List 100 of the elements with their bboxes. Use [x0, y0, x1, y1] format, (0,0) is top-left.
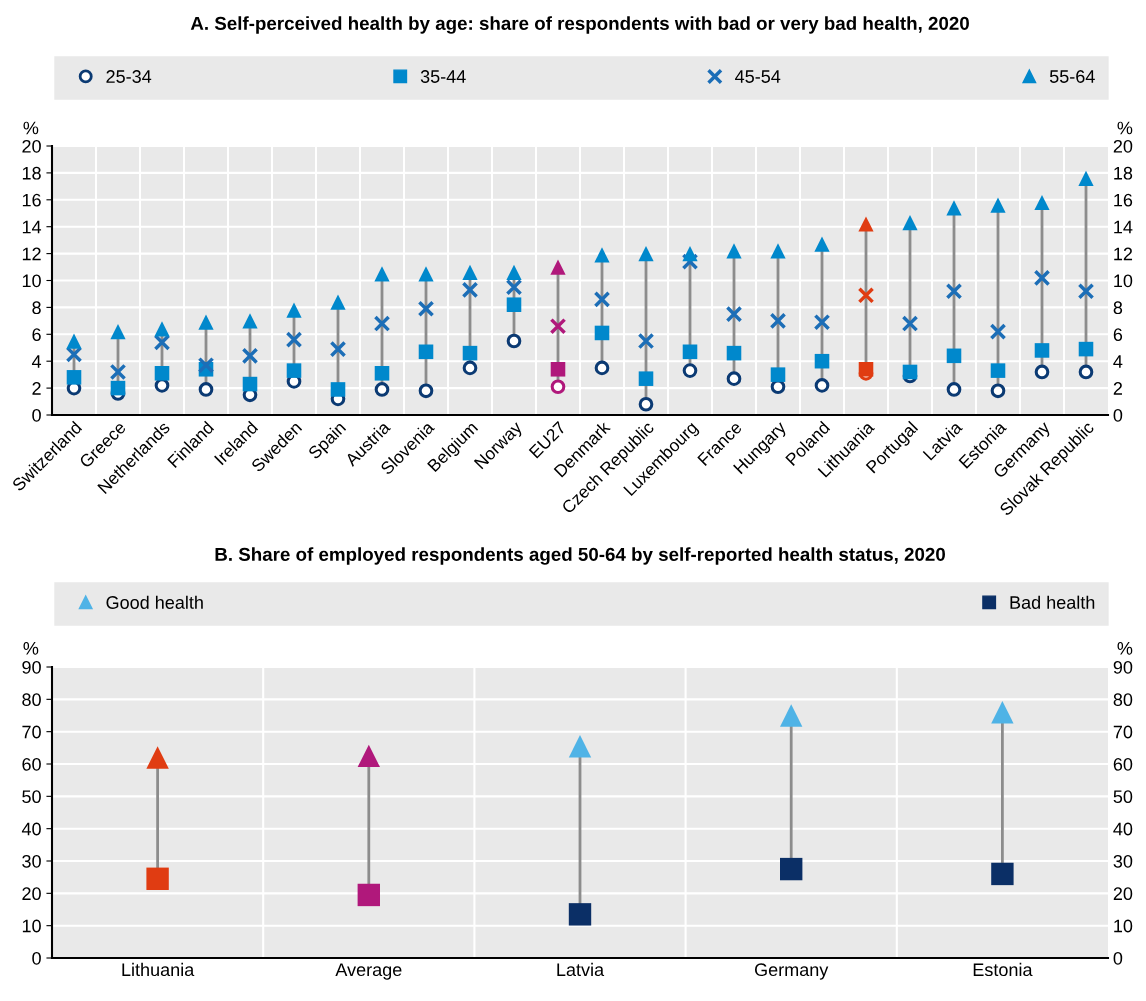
point — [594, 247, 610, 263]
point — [1078, 170, 1094, 186]
y-tick-label: 80 — [22, 693, 41, 707]
legend-label: Bad health — [1010, 595, 1095, 609]
point — [66, 333, 82, 349]
point — [374, 266, 390, 282]
y2-tick-label: 10 — [1114, 274, 1133, 288]
legend-label: 35-44 — [420, 70, 466, 83]
point — [65, 346, 83, 363]
point — [902, 364, 918, 380]
y2-tick-label: 12 — [1114, 247, 1133, 261]
y2-tick-label: 70 — [1113, 725, 1133, 739]
point — [770, 243, 786, 259]
point — [901, 315, 919, 332]
y-tick-label: 20 — [22, 139, 41, 153]
x-tick-label: Average — [335, 963, 402, 980]
point — [506, 297, 522, 312]
point — [418, 266, 434, 282]
point — [330, 382, 346, 397]
point — [550, 361, 566, 377]
y-tick-label: 14 — [22, 220, 42, 234]
point — [990, 363, 1006, 378]
y2-tick-label: 0 — [1113, 408, 1123, 422]
point — [814, 236, 830, 252]
point — [1077, 282, 1095, 300]
x-tick-label: Germany — [754, 963, 829, 980]
y-tick-label: 50 — [22, 790, 41, 804]
chart-title: A. Self-perceived health by age: share of respondents with bad or very bad health, 2020 — [190, 16, 969, 34]
point — [946, 348, 962, 364]
y-axis-title: % — [23, 641, 39, 655]
y2-tick-label: 18 — [1114, 166, 1133, 180]
point — [242, 313, 258, 329]
y-tick-label: 10 — [22, 274, 41, 288]
point — [110, 380, 126, 396]
point — [418, 344, 434, 360]
y-tick-label: 12 — [22, 247, 41, 261]
y-tick-label: 40 — [21, 822, 41, 836]
y2-tick-label: 16 — [1114, 193, 1133, 207]
point — [146, 867, 169, 890]
point — [902, 215, 918, 231]
y2-tick-label: 20 — [1113, 139, 1133, 153]
point — [857, 286, 875, 304]
point — [858, 216, 874, 232]
point — [550, 259, 566, 275]
point — [726, 243, 742, 259]
point — [991, 862, 1014, 886]
point — [1034, 343, 1050, 358]
point — [769, 312, 787, 330]
y-tick-label: 18 — [22, 166, 41, 180]
point — [725, 305, 743, 323]
point — [461, 281, 479, 299]
point — [154, 321, 170, 337]
point — [462, 345, 478, 361]
y-axis-title: % — [23, 121, 39, 135]
point — [814, 353, 830, 369]
point — [285, 331, 303, 349]
point — [242, 376, 258, 392]
point — [638, 371, 654, 386]
y2-tick-label: 50 — [1113, 790, 1133, 804]
x-tick-label: Estonia — [973, 962, 1033, 977]
y-tick-label: 0 — [32, 408, 41, 422]
y-tick-label: 70 — [22, 725, 41, 739]
point — [153, 334, 171, 351]
point — [154, 366, 170, 381]
point — [374, 366, 390, 381]
y-tick-label: 6 — [32, 328, 41, 342]
x-tick-label: Latvia — [557, 962, 605, 977]
point — [286, 363, 302, 378]
point — [462, 264, 478, 281]
y2-tick-label: 8 — [1113, 301, 1123, 315]
y2-tick-label: 14 — [1114, 220, 1133, 234]
point — [682, 344, 698, 360]
point — [770, 367, 786, 382]
point — [946, 200, 962, 216]
point — [780, 857, 803, 881]
y-tick-label: 0 — [32, 951, 41, 965]
y2-tick-label: 80 — [1113, 693, 1133, 707]
y2-axis-title: % — [1117, 121, 1133, 135]
point — [506, 264, 522, 281]
y2-tick-label: 90 — [1113, 660, 1133, 674]
y-tick-label: 2 — [32, 382, 41, 395]
point — [66, 370, 82, 385]
y-tick-label: 16 — [22, 193, 41, 207]
point — [637, 332, 655, 350]
y-tick-label: 60 — [22, 757, 41, 771]
point — [568, 903, 592, 926]
point — [989, 323, 1007, 340]
point — [726, 345, 742, 361]
point — [1078, 341, 1094, 357]
legend-label: 25-34 — [106, 70, 152, 83]
y2-tick-label: 20 — [1113, 887, 1133, 901]
point — [813, 313, 831, 331]
chart-title: B. Share of employed respondents aged 50-64 by self-reported health status, 2020 — [215, 547, 945, 565]
y-tick-label: 8 — [32, 301, 41, 315]
y-tick-label: 90 — [22, 660, 41, 674]
y-tick-label: 10 — [22, 919, 41, 933]
point — [198, 314, 214, 330]
point — [945, 282, 963, 300]
point — [682, 245, 698, 262]
point — [594, 325, 610, 341]
